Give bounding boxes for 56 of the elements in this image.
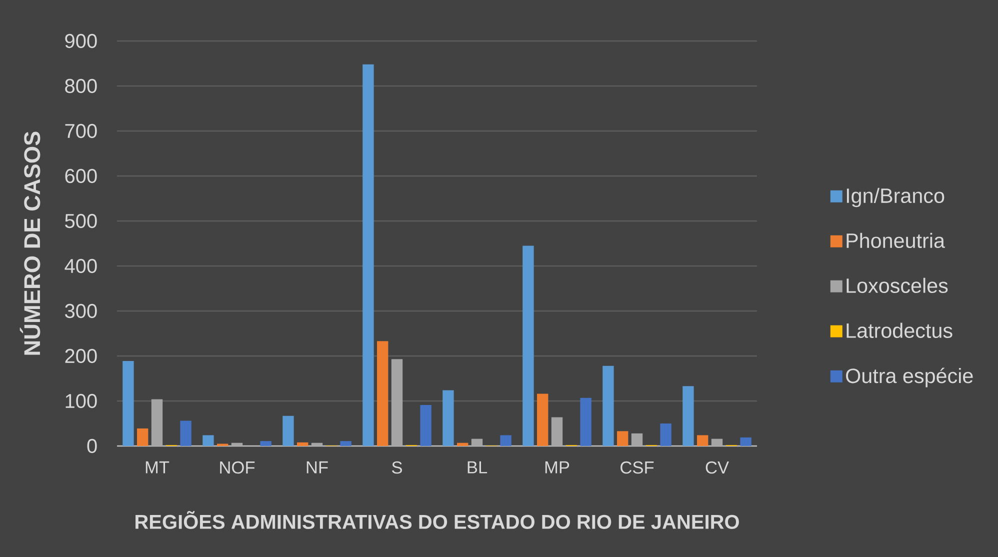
legend-label: Ign/Branco — [846, 188, 944, 208]
y-tick-label: 900 — [65, 34, 97, 48]
bar — [580, 398, 592, 446]
bar — [602, 366, 614, 446]
bar — [260, 441, 272, 446]
bar — [122, 360, 134, 446]
bar — [151, 399, 163, 446]
bar — [442, 390, 454, 446]
bar — [202, 435, 214, 446]
legend-label: Latrodectus — [846, 322, 952, 338]
bar — [391, 359, 403, 446]
bar — [297, 442, 308, 446]
bar — [137, 428, 148, 446]
y-tick-label: 500 — [65, 214, 97, 228]
x-tick-label: BL — [468, 461, 488, 474]
x-tick-label: MT — [146, 461, 170, 474]
bar — [522, 246, 534, 446]
y-tick-label: 300 — [65, 304, 97, 318]
bar — [340, 441, 352, 446]
bar — [537, 394, 548, 446]
bar — [631, 433, 643, 446]
bar — [282, 416, 294, 446]
legend-label: Loxosceles — [846, 278, 948, 294]
bar — [682, 386, 694, 446]
y-tick-label: 0 — [87, 438, 97, 454]
bar — [500, 435, 512, 446]
y-tick-label: 200 — [65, 348, 97, 364]
x-tick-label: S — [392, 461, 402, 474]
y-tick-label: 800 — [65, 78, 97, 94]
bar — [311, 442, 323, 446]
x-axis-title: REGIÕES ADMINISTRATIVAS DO ESTADO DO RIO DE JANEIRO — [136, 511, 739, 529]
bar — [471, 438, 483, 446]
y-axis-title: NÚMERO DE CASOS — [20, 132, 40, 355]
x-tick-label: CV — [706, 461, 729, 474]
bar — [457, 442, 468, 446]
y-tick-label: 400 — [64, 258, 97, 274]
legend-label: Phoneutria — [846, 232, 945, 248]
y-tick-label: 100 — [66, 394, 97, 408]
bar — [711, 438, 723, 446]
x-tick-label: NOF — [220, 461, 255, 474]
bar — [740, 437, 752, 446]
bar — [420, 405, 432, 446]
x-tick-label: CSF — [620, 461, 654, 474]
bar — [617, 431, 628, 446]
y-tick-label: 600 — [65, 168, 97, 184]
bar — [697, 435, 708, 446]
bar — [377, 341, 388, 446]
x-tick-label: NF — [306, 461, 328, 474]
bar — [231, 442, 243, 446]
bar — [551, 417, 563, 446]
legend-label: Outra espécie — [846, 368, 973, 388]
y-tick-label: 700 — [65, 124, 97, 138]
bar — [362, 64, 374, 446]
bar — [180, 420, 192, 446]
x-tick-label: MP — [545, 461, 570, 474]
bar — [660, 424, 672, 446]
